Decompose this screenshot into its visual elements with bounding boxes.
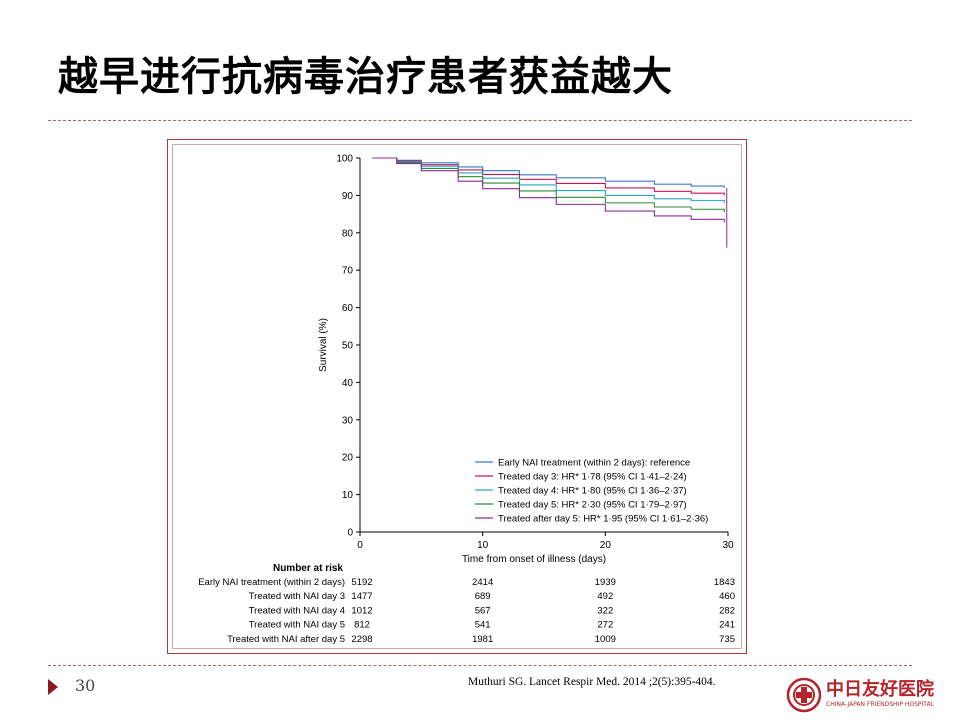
legend-label-4: Treated day 5: HR* 2·30 (95% CI 1·79–2·9… [498, 500, 687, 511]
risk-row-label: Treated with NAI day 5 [249, 620, 345, 631]
series-line-1 [372, 157, 725, 188]
risk-cell: 735 [719, 634, 735, 645]
series-line-2 [372, 157, 725, 196]
legend-label-2: Treated day 3: HR* 1·78 (95% CI 1·41–2·2… [498, 472, 687, 483]
legend-label-1: Early NAI treatment (within 2 days): ref… [498, 458, 690, 469]
risk-cell: 689 [475, 591, 491, 602]
risk-cell: 1009 [595, 634, 616, 645]
risk-cell: 5192 [351, 577, 372, 588]
page-number: 30 [75, 676, 96, 695]
y-tick-label: 70 [342, 266, 354, 277]
y-tick-label: 30 [342, 415, 354, 426]
y-tick-label: 10 [342, 490, 354, 501]
x-tick-label: 20 [600, 540, 612, 551]
risk-row-label: Early NAI treatment (within 2 days) [198, 577, 345, 588]
logo-english-text: CHINA-JAPAN FRIENDSHIP HOSPITAL [826, 701, 934, 708]
risk-cell: 1939 [595, 577, 616, 588]
citation: Muthuri SG. Lancet Respir Med. 2014 ;2(5… [468, 676, 716, 688]
risk-cell: 272 [597, 620, 613, 631]
risk-row-label: Treated with NAI day 4 [249, 605, 345, 616]
risk-cell: 241 [719, 620, 735, 631]
risk-row-label: Treated with NAI day 3 [249, 591, 345, 602]
risk-cell: 541 [475, 620, 491, 631]
risk-cell: 1981 [472, 634, 493, 645]
risk-cell: 1012 [351, 605, 372, 616]
slide-title: 越早进行抗病毒治疗患者获益越大 [58, 54, 673, 100]
risk-cell: 812 [354, 620, 370, 631]
risk-cell: 2414 [472, 577, 493, 588]
x-tick-label: 30 [722, 540, 734, 551]
x-tick-label: 10 [477, 540, 489, 551]
arrow-icon [48, 679, 58, 695]
figure-inner-border [172, 144, 742, 649]
risk-cell: 282 [719, 605, 735, 616]
y-tick-label: 80 [342, 228, 354, 239]
y-axis-label: Survival (%) [318, 318, 329, 372]
series-line-5 [372, 157, 725, 223]
hospital-emblem-icon [786, 677, 822, 713]
risk-cell: 1477 [351, 591, 372, 602]
top-divider [48, 120, 912, 121]
figure-frame: 0 10 20 30 40 50 60 70 80 90 100 0 10 20 30 Time from o… [167, 139, 747, 654]
risk-cell: 322 [597, 605, 613, 616]
bottom-divider [48, 665, 912, 666]
y-tick-label: 90 [342, 191, 354, 202]
x-tick-label: 0 [357, 540, 363, 551]
y-tick-label: 50 [342, 341, 354, 352]
y-tick-label: 20 [342, 453, 354, 464]
risk-row-label: Treated with NAI after day 5 [227, 634, 345, 645]
y-tick-label: 0 [347, 528, 353, 539]
risk-cell: 1843 [714, 577, 735, 588]
hospital-logo: 中日友好医院 CHINA-JAPAN FRIENDSHIP HOSPITAL [786, 675, 936, 715]
y-tick-label: 60 [342, 303, 354, 314]
x-axis-label: Time from onset of illness (days) [462, 554, 606, 565]
logo-chinese-text: 中日友好医院 [826, 679, 934, 700]
legend-label-3: Treated day 4: HR* 1·80 (95% CI 1·36–2·3… [498, 486, 687, 497]
risk-cell: 567 [475, 605, 491, 616]
y-tick-label: 100 [336, 154, 353, 165]
survival-chart: 0 10 20 30 40 50 60 70 80 90 100 0 10 20 30 Time from o… [198, 154, 735, 645]
legend-label-5: Treated after day 5: HR* 1·95 (95% CI 1·… [498, 514, 708, 525]
risk-cell: 2298 [351, 634, 372, 645]
risk-cell: 492 [597, 591, 613, 602]
risk-cell: 460 [719, 591, 735, 602]
y-tick-label: 40 [342, 378, 354, 389]
risk-table-header: Number at risk [273, 563, 343, 574]
